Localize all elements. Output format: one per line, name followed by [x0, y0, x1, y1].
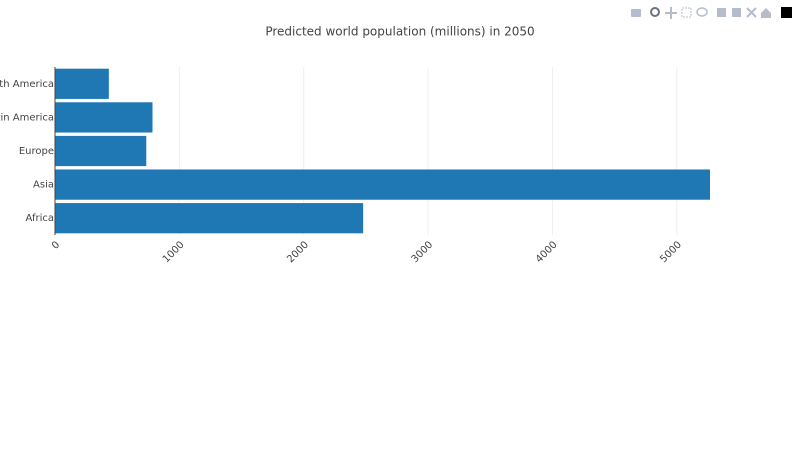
x-tick-label: 5000	[658, 239, 684, 265]
y-tick-label: Latin America	[0, 112, 54, 123]
bar	[55, 169, 710, 200]
select-button[interactable]	[681, 7, 692, 18]
zoom-button[interactable]	[650, 7, 660, 17]
autoscale-button[interactable]	[746, 7, 757, 18]
bar	[55, 203, 364, 234]
pan-button[interactable]	[665, 7, 677, 19]
lasso-button[interactable]	[696, 7, 708, 17]
zoom-out-button[interactable]	[732, 8, 741, 17]
x-tick-label: 2000	[285, 239, 311, 265]
x-tick-label: 1000	[161, 239, 187, 265]
plotly-logo[interactable]	[781, 7, 792, 18]
zoom-in-button[interactable]	[717, 8, 726, 17]
y-tick-label: Asia	[33, 180, 54, 191]
y-tick-label: Africa	[25, 213, 54, 224]
bar	[55, 135, 147, 167]
bar	[55, 68, 109, 99]
y-tick-label: Europe	[19, 146, 54, 157]
modebar	[631, 7, 792, 19]
x-tick-label: 0	[50, 239, 62, 251]
bar	[55, 102, 153, 133]
x-tick-label: 4000	[534, 239, 560, 265]
camera-button[interactable]	[631, 9, 641, 17]
y-tick-label: North America	[0, 79, 54, 90]
x-tick-label: 3000	[410, 239, 436, 265]
reset-button[interactable]	[761, 8, 771, 18]
chart-title: Predicted world population (millions) in…	[265, 25, 534, 39]
